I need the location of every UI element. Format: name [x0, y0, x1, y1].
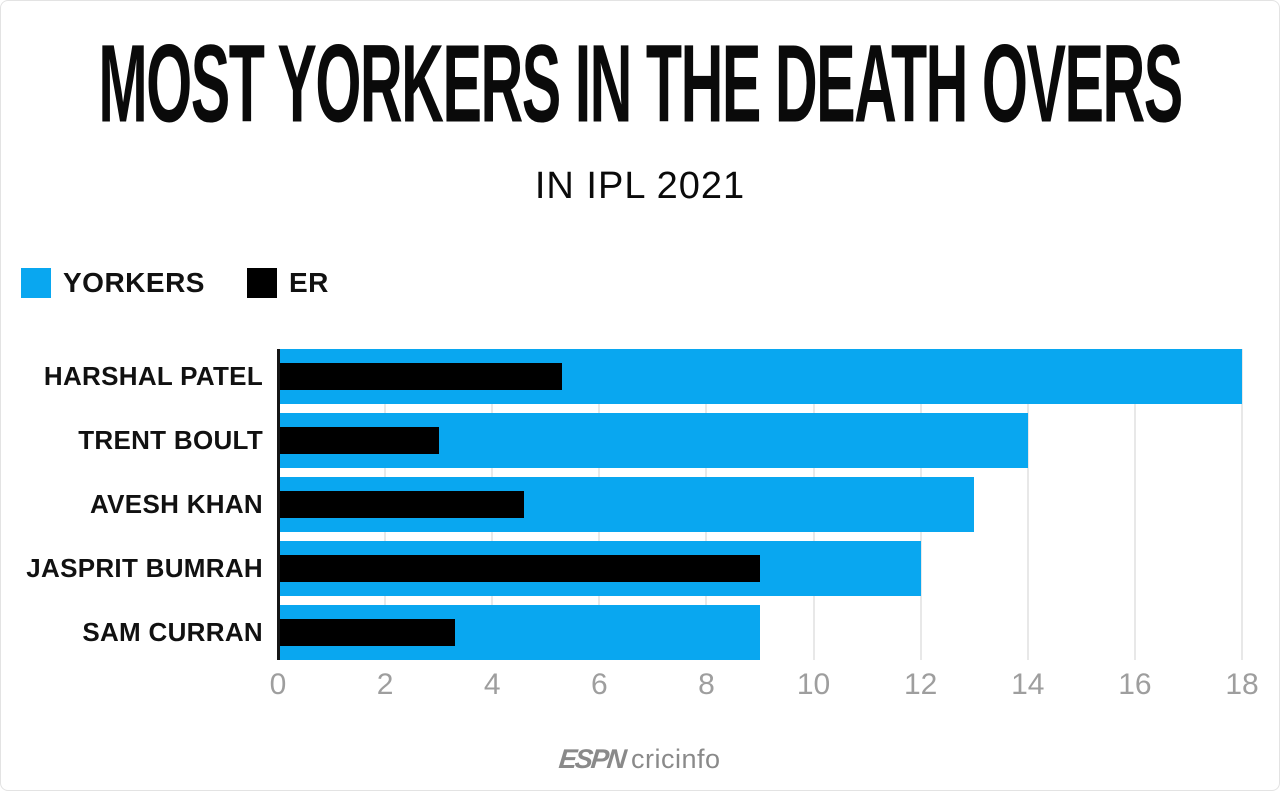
legend-label-er: ER [288, 267, 329, 298]
footer-logo: ESPN cricinfo [1, 744, 1279, 775]
legend-swatch-yorkers [21, 268, 51, 298]
bar-chart: HARSHAL PATEL TRENT BOULT AVESH KHAN JASPRI… [1, 349, 1279, 704]
espn-logo: ESPN [557, 744, 627, 774]
x-tick-label: 0 [269, 668, 287, 701]
legend: YORKERS ER [21, 267, 1279, 299]
chart-row [278, 541, 1242, 596]
chart-row [278, 605, 1242, 660]
category-label: SAM CURRAN [82, 617, 263, 647]
chart-subtitle: IN IPL 2021 [534, 165, 746, 207]
gridline [1026, 349, 1029, 660]
plot-area [277, 349, 1243, 660]
category-label: AVESH KHAN [90, 489, 263, 519]
chart-row [278, 349, 1242, 404]
category-labels: HARSHAL PATEL TRENT BOULT AVESH KHAN JASPRI… [1, 349, 278, 704]
er-bar [278, 491, 525, 518]
y-axis-line [277, 349, 280, 660]
cricinfo-logo: cricinfo [631, 744, 721, 774]
er-bar [278, 619, 455, 646]
legend-label-yorkers: YORKERS [63, 267, 205, 298]
legend-swatch-er [246, 268, 277, 298]
x-tick-label: 8 [698, 668, 715, 701]
er-bar [278, 555, 760, 582]
x-axis: 0 2 4 6 8 10 12 14 16 18 [270, 664, 1259, 704]
plot-column: 0 2 4 6 8 10 12 14 16 18 [270, 349, 1259, 704]
x-tick-label: 14 [1011, 668, 1045, 701]
chart-row [278, 413, 1242, 468]
chart-row [278, 477, 1242, 532]
category-label: HARSHAL PATEL [43, 361, 263, 391]
gridline [1133, 349, 1136, 660]
x-tick-label: 4 [483, 668, 501, 701]
category-label: JASPRIT BUMRAH [26, 553, 263, 583]
x-tick-label: 10 [796, 668, 831, 701]
er-bar [278, 427, 439, 454]
category-label: TRENT BOULT [78, 425, 263, 455]
x-tick-label: 16 [1118, 668, 1152, 701]
chart-title: MOST YORKERS IN THE DEATH OVERS [98, 21, 1183, 145]
gridline [1241, 349, 1243, 660]
title-block: MOST YORKERS IN THE DEATH OVERS [1, 22, 1279, 145]
x-tick-label: 12 [903, 668, 938, 701]
er-bar [278, 363, 562, 390]
x-tick-label: 18 [1225, 668, 1259, 701]
x-tick-label: 6 [590, 668, 608, 701]
chart-rows [278, 349, 1242, 660]
x-tick-label: 2 [376, 668, 394, 701]
